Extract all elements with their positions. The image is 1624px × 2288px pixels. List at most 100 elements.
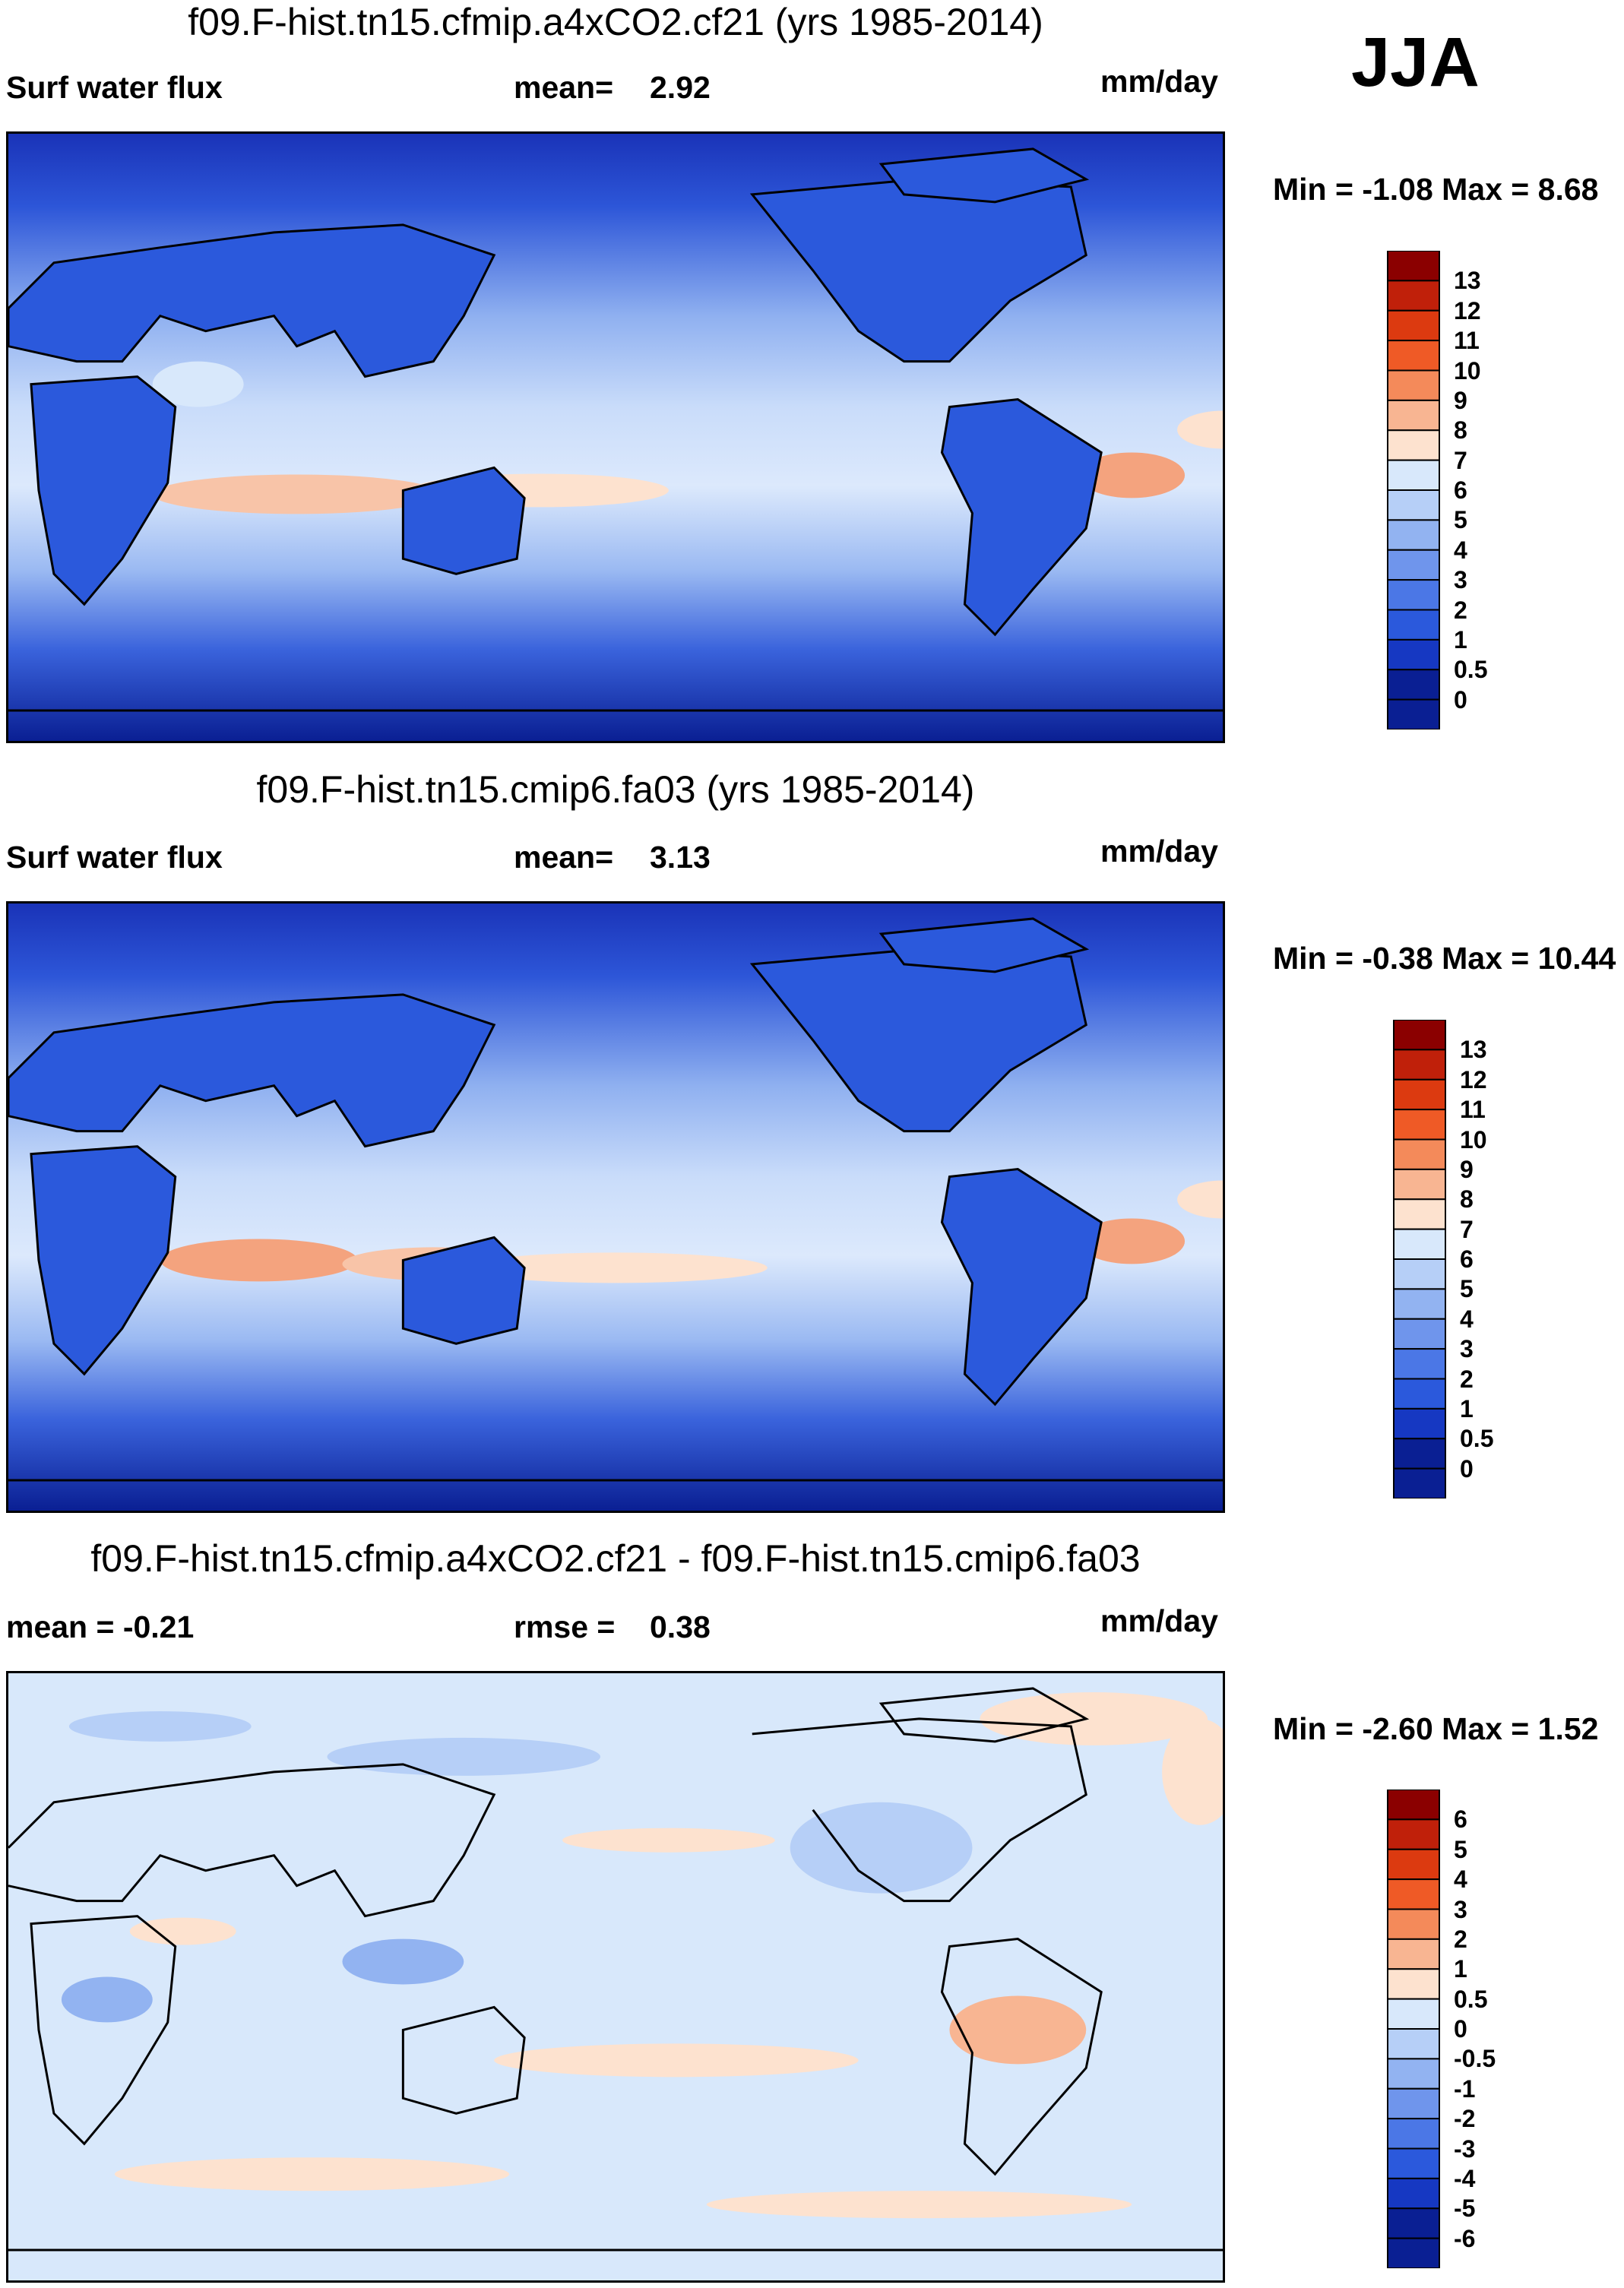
colorbar-tick-label: 7 xyxy=(1454,446,1467,474)
colorbar-cell xyxy=(1387,549,1440,581)
colorbar-tick-label: 6 xyxy=(1460,1245,1474,1273)
colorbar-cell xyxy=(1393,1407,1446,1440)
panel2-units: mm/day xyxy=(1100,834,1218,869)
colorbar-cell xyxy=(1387,638,1440,671)
panel1-mean-label: mean= xyxy=(514,70,614,105)
colorbar-tick-label: 0 xyxy=(1460,1454,1474,1483)
colorbar-cell xyxy=(1393,1078,1446,1111)
colorbar-cell xyxy=(1387,2028,1440,2060)
colorbar-cell xyxy=(1387,2207,1440,2239)
season-label: JJA xyxy=(1351,24,1480,101)
panel3-map xyxy=(6,1671,1225,2283)
colorbar-tick-label: 10 xyxy=(1460,1125,1487,1153)
colorbar-tick-label: 11 xyxy=(1460,1096,1486,1124)
panel1-minmax: Min = -1.08 Max = 8.68 xyxy=(1273,172,1599,207)
colorbar-tick-label: 0.5 xyxy=(1454,1985,1488,2013)
colorbar-cell xyxy=(1387,2058,1440,2090)
colorbar-tick-label: 6 xyxy=(1454,1805,1467,1834)
colorbar-tick-label: 11 xyxy=(1454,327,1480,355)
colorbar-tick-label: -1 xyxy=(1454,2074,1476,2103)
panel3-rmse-value: 0.38 xyxy=(650,1609,711,1644)
colorbar-cell xyxy=(1393,1288,1446,1320)
colorbar-tick-label: -2 xyxy=(1454,2105,1476,2133)
colorbar-tick-label: -3 xyxy=(1454,2135,1476,2163)
colorbar-tick-label: 0.5 xyxy=(1460,1425,1494,1453)
colorbar-cell xyxy=(1387,369,1440,401)
colorbar-cell xyxy=(1393,1258,1446,1290)
colorbar-cell xyxy=(1387,340,1440,372)
colorbar-tick-label: 13 xyxy=(1460,1036,1487,1064)
colorbar-tick-label: 5 xyxy=(1454,506,1467,534)
colorbar-tick-label: 4 xyxy=(1454,536,1467,564)
panel3-minmax: Min = -2.60 Max = 1.52 xyxy=(1273,1711,1599,1746)
colorbar-tick-label: 7 xyxy=(1460,1215,1474,1243)
colorbar-cell xyxy=(1387,2118,1440,2150)
colorbar-cell xyxy=(1387,429,1440,461)
colorbar-tick-label: 6 xyxy=(1454,476,1467,504)
panel2-mean-value: 3.13 xyxy=(650,840,711,875)
colorbar-tick-label: 3 xyxy=(1460,1335,1474,1363)
colorbar-tick-label: 0 xyxy=(1454,685,1467,714)
colorbar-cell xyxy=(1393,1198,1446,1230)
colorbar-tick-label: -0.5 xyxy=(1454,2045,1496,2073)
colorbar-tick-label: 10 xyxy=(1454,356,1481,384)
panel2-variable-label: Surf water flux xyxy=(6,840,223,875)
colorbar-tick-label: 9 xyxy=(1454,386,1467,414)
colorbar-cell xyxy=(1387,1848,1440,1881)
colorbar-cell xyxy=(1387,698,1440,730)
colorbar-tick-label: 4 xyxy=(1460,1305,1474,1333)
panel3-units: mm/day xyxy=(1100,1603,1218,1638)
colorbar-cell xyxy=(1387,2177,1440,2210)
panel2-colorbar-svg xyxy=(1393,1019,1446,1499)
colorbar-cell xyxy=(1387,1968,1440,2000)
colorbar-cell xyxy=(1393,1467,1446,1499)
colorbar-tick-label: 8 xyxy=(1454,416,1467,445)
colorbar-tick-label: 12 xyxy=(1454,296,1481,324)
colorbar-cell xyxy=(1387,1878,1440,1910)
panel1-map xyxy=(6,131,1225,743)
panel3-mean-label: mean = -0.21 xyxy=(6,1609,195,1644)
colorbar-cell xyxy=(1387,399,1440,432)
colorbar-cell xyxy=(1387,2087,1440,2120)
colorbar-tick-label: 0 xyxy=(1454,2015,1467,2043)
colorbar-cell xyxy=(1387,1818,1440,1850)
colorbar-cell xyxy=(1387,1938,1440,1970)
colorbar-cell xyxy=(1387,2147,1440,2179)
colorbar-tick-label: 3 xyxy=(1454,1895,1467,1923)
panel3-colorbar-svg xyxy=(1387,1789,1440,2269)
colorbar-tick-label: 0.5 xyxy=(1454,656,1488,684)
colorbar-cell xyxy=(1393,1348,1446,1380)
panel2-mean-label: mean= xyxy=(514,840,614,875)
colorbar-cell xyxy=(1393,1168,1446,1201)
colorbar-tick-label: -5 xyxy=(1454,2195,1476,2223)
panel2-map xyxy=(6,901,1225,1513)
colorbar-tick-label: 5 xyxy=(1460,1275,1474,1303)
colorbar-cell xyxy=(1387,489,1440,521)
colorbar-cell xyxy=(1387,309,1440,342)
colorbar-cell xyxy=(1387,669,1440,701)
colorbar-tick-label: 8 xyxy=(1460,1185,1474,1214)
colorbar-cell xyxy=(1393,1138,1446,1170)
panel3-rmse-label: rmse = xyxy=(514,1609,616,1644)
panel3-title: f09.F-hist.tn15.cfmip.a4xCO2.cf21 - f09.… xyxy=(90,1537,1141,1580)
colorbar-cell xyxy=(1387,280,1440,312)
panel1-mean-value: 2.92 xyxy=(650,70,711,105)
colorbar-cell xyxy=(1393,1228,1446,1260)
colorbar-cell xyxy=(1387,1908,1440,1940)
panel2-colorbar xyxy=(1393,1019,1446,1499)
panel1-variable-label: Surf water flux xyxy=(6,70,223,105)
colorbar-cell xyxy=(1393,1318,1446,1350)
panel1-colorbar-svg xyxy=(1387,250,1440,730)
panel2-title: f09.F-hist.tn15.cmip6.fa03 (yrs 1985-201… xyxy=(256,768,975,811)
colorbar-cell xyxy=(1393,1109,1446,1141)
colorbar-cell xyxy=(1387,459,1440,491)
panel3-map-svg xyxy=(8,1673,1223,2280)
colorbar-tick-label: 2 xyxy=(1454,596,1467,624)
colorbar-tick-label: 4 xyxy=(1454,1866,1467,1894)
colorbar-tick-label: 1 xyxy=(1454,1955,1467,1983)
colorbar-cell xyxy=(1393,1019,1446,1051)
colorbar-tick-label: 12 xyxy=(1460,1065,1487,1093)
panel1-units: mm/day xyxy=(1100,64,1218,99)
panel2-map-svg xyxy=(8,903,1223,1511)
colorbar-cell xyxy=(1387,2237,1440,2269)
